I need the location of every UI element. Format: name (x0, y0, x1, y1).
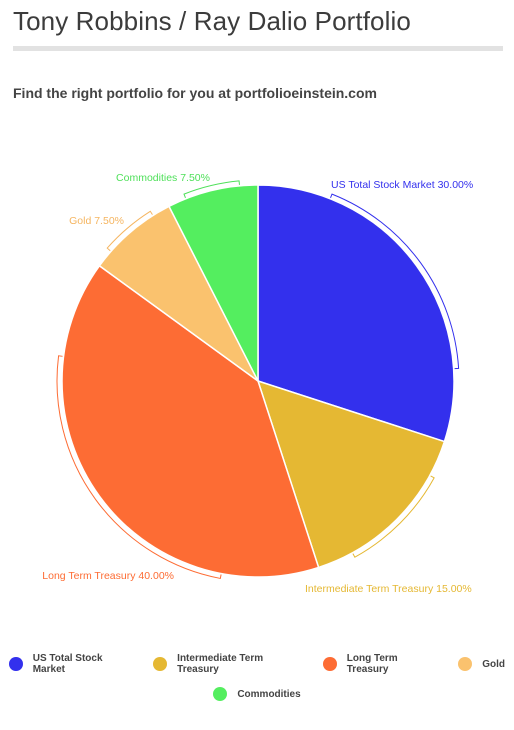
legend-swatch (323, 657, 337, 671)
pie-slice-us-total-stock-market[interactable] (257, 184, 455, 443)
page-subtitle: Find the right portfolio for you at port… (13, 85, 377, 101)
pie-leader-intermediate-term-treasury (352, 475, 435, 558)
pie-label-leaders (56, 180, 460, 580)
pie-slice-long-term-treasury[interactable] (61, 264, 320, 578)
legend-swatch (9, 657, 23, 671)
legend-label: Long Term Treasury (346, 653, 398, 675)
pie-label-commodities: Commodities 7.50% (116, 172, 210, 184)
pie-leader-long-term-treasury (56, 355, 222, 580)
pie-label-gold: Gold 7.50% (69, 215, 124, 227)
pie-leader-gold (106, 210, 153, 252)
legend-item-us-total-stock-market[interactable]: US Total Stock Market (9, 653, 135, 675)
title-divider (13, 46, 503, 51)
legend-label: Commodities (237, 688, 301, 700)
legend-swatch (153, 657, 168, 671)
legend-label: Gold (482, 658, 505, 670)
pie-chart: US Total Stock Market 30.00% Intermediate… (42, 172, 473, 595)
legend-item-long-term-treasury[interactable]: Long Term Treasury (323, 653, 440, 675)
pie-labels: US Total Stock Market 30.00% Intermediate… (42, 172, 473, 595)
legend-row-2: Commodities (0, 687, 514, 701)
page-title: Tony Robbins / Ray Dalio Portfolio (13, 6, 411, 36)
pie-label-us-total-stock-market: US Total Stock Market 30.00% (331, 179, 473, 191)
legend-swatch (213, 687, 228, 701)
pie-label-intermediate-term-treasury: Intermediate Term Treasury 15.00% (305, 583, 472, 595)
pie-slice-commodities[interactable] (168, 184, 259, 382)
pie-leader-us-total-stock-market (330, 193, 460, 370)
pie-label-long-term-treasury: Long Term Treasury 40.00% (42, 570, 174, 582)
pie-slice-intermediate-term-treasury[interactable] (256, 379, 446, 569)
legend-item-intermediate-term-treasury[interactable]: Intermediate Term Treasury (153, 653, 305, 675)
legend-swatch (458, 657, 473, 671)
legend-label: Intermediate Term Treasury (177, 653, 264, 675)
legend-label: US Total Stock Market (32, 653, 103, 675)
legend-row-1: US Total Stock Market Intermediate Term T… (0, 653, 514, 675)
legend-item-commodities[interactable]: Commodities (213, 687, 301, 701)
pie-slices (61, 184, 455, 578)
pie-leader-commodities (183, 180, 240, 199)
legend-item-gold[interactable]: Gold (458, 657, 505, 671)
